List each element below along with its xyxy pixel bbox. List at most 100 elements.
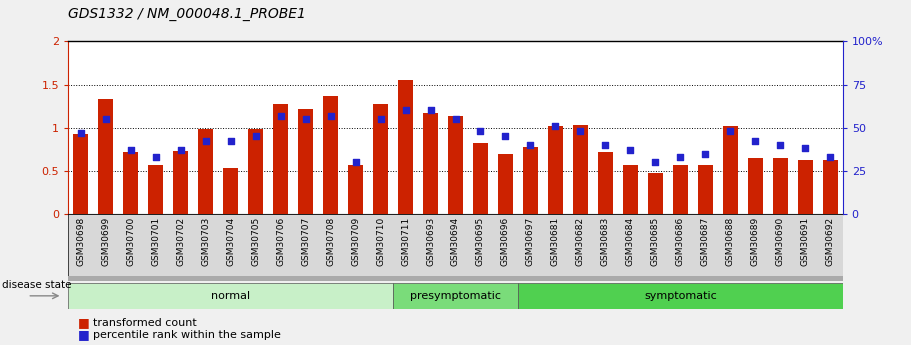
Bar — [523, 148, 537, 214]
Text: GSM30704: GSM30704 — [226, 217, 235, 266]
Bar — [548, 126, 563, 214]
Point — [348, 159, 363, 165]
Bar — [423, 113, 438, 214]
Bar — [123, 152, 138, 214]
Text: GSM30697: GSM30697 — [526, 217, 535, 266]
Bar — [98, 99, 113, 214]
Bar — [323, 96, 338, 214]
Text: GSM30690: GSM30690 — [776, 217, 784, 266]
Point — [298, 116, 312, 122]
Text: GSM30695: GSM30695 — [476, 217, 485, 266]
Text: GSM30702: GSM30702 — [176, 217, 185, 266]
Bar — [273, 104, 288, 214]
Point — [599, 142, 613, 148]
Bar — [448, 117, 463, 214]
Bar — [473, 143, 488, 214]
Text: normal: normal — [211, 291, 251, 301]
Point — [398, 108, 413, 113]
Point — [124, 147, 138, 153]
Bar — [348, 165, 363, 214]
Point — [273, 113, 288, 118]
Point — [823, 154, 837, 160]
Point — [473, 128, 487, 134]
Bar — [648, 172, 663, 214]
Text: GSM30687: GSM30687 — [701, 217, 710, 266]
Text: GSM30700: GSM30700 — [127, 217, 135, 266]
Bar — [374, 104, 388, 214]
Point — [673, 154, 688, 160]
Point — [523, 142, 537, 148]
Text: GSM30711: GSM30711 — [401, 217, 410, 266]
Bar — [598, 152, 613, 214]
Point — [698, 151, 712, 156]
Point — [723, 128, 738, 134]
Bar — [73, 134, 88, 214]
Bar — [722, 126, 738, 214]
Text: GDS1332 / NM_000048.1_PROBE1: GDS1332 / NM_000048.1_PROBE1 — [68, 7, 306, 21]
Point — [173, 147, 188, 153]
Text: GSM30703: GSM30703 — [201, 217, 210, 266]
Point — [623, 147, 638, 153]
Text: GSM30710: GSM30710 — [376, 217, 385, 266]
Text: GSM30706: GSM30706 — [276, 217, 285, 266]
Text: symptomatic: symptomatic — [644, 291, 717, 301]
Text: GSM30681: GSM30681 — [551, 217, 560, 266]
Text: GSM30694: GSM30694 — [451, 217, 460, 266]
Text: GSM30686: GSM30686 — [676, 217, 685, 266]
Point — [374, 116, 388, 122]
Text: GSM30698: GSM30698 — [77, 217, 86, 266]
Bar — [173, 151, 189, 214]
Text: GSM30701: GSM30701 — [151, 217, 160, 266]
Text: GSM30691: GSM30691 — [801, 217, 810, 266]
Text: GSM30683: GSM30683 — [601, 217, 609, 266]
Bar — [823, 159, 838, 214]
Text: ■: ■ — [77, 328, 89, 341]
Point — [424, 108, 438, 113]
Point — [498, 134, 513, 139]
Point — [323, 113, 338, 118]
Point — [448, 116, 463, 122]
Text: GSM30692: GSM30692 — [825, 217, 834, 266]
Text: GSM30682: GSM30682 — [576, 217, 585, 266]
Bar — [673, 165, 688, 214]
Text: transformed count: transformed count — [93, 318, 197, 327]
Text: percentile rank within the sample: percentile rank within the sample — [93, 330, 281, 339]
Bar — [199, 129, 213, 214]
Text: ■: ■ — [77, 316, 89, 329]
Point — [548, 123, 563, 129]
Bar — [518, 283, 843, 309]
Bar — [623, 165, 638, 214]
Text: GSM30707: GSM30707 — [302, 217, 310, 266]
Bar — [773, 158, 788, 214]
Text: GSM30685: GSM30685 — [650, 217, 660, 266]
Bar — [223, 168, 238, 214]
Text: GSM30699: GSM30699 — [101, 217, 110, 266]
Point — [148, 154, 163, 160]
Point — [773, 142, 787, 148]
Point — [199, 139, 213, 144]
Text: GSM30684: GSM30684 — [626, 217, 635, 266]
Bar — [798, 160, 813, 214]
Point — [798, 146, 813, 151]
Text: presymptomatic: presymptomatic — [410, 291, 501, 301]
Bar — [298, 109, 313, 214]
Text: disease state: disease state — [2, 280, 71, 290]
Point — [249, 134, 263, 139]
Text: GSM30689: GSM30689 — [751, 217, 760, 266]
Bar — [68, 283, 393, 309]
Bar — [248, 129, 263, 214]
Bar — [393, 283, 518, 309]
Text: GSM30708: GSM30708 — [326, 217, 335, 266]
Bar — [748, 158, 763, 214]
Point — [98, 116, 113, 122]
Text: GSM30696: GSM30696 — [501, 217, 510, 266]
Point — [748, 139, 763, 144]
Text: GSM30688: GSM30688 — [726, 217, 735, 266]
Point — [648, 159, 662, 165]
Bar — [573, 125, 588, 214]
Bar — [498, 154, 513, 214]
Point — [223, 139, 238, 144]
Point — [74, 130, 88, 136]
Point — [573, 128, 588, 134]
Text: GSM30709: GSM30709 — [351, 217, 360, 266]
